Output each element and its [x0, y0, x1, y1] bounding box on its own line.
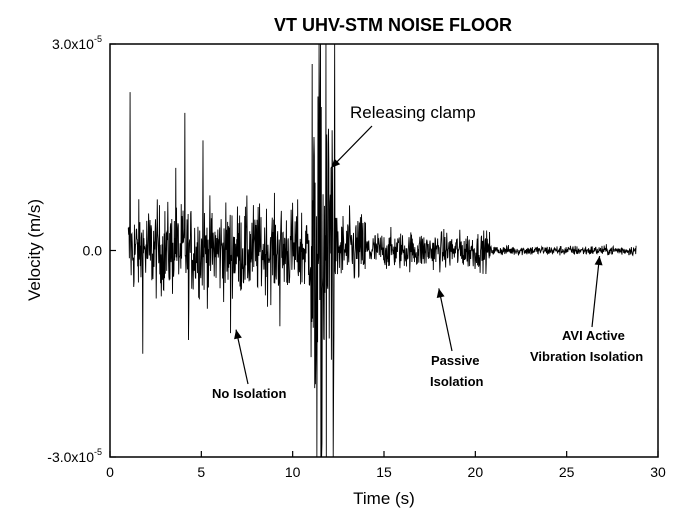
x-tick-label: 15	[376, 464, 392, 480]
annotation-arrow-line	[330, 125, 373, 169]
annotation-isolation: Isolation	[430, 374, 484, 389]
x-tick-label: 25	[559, 464, 575, 480]
y-tick-label: 3.0x10-5	[52, 34, 102, 52]
y-tick-label: -3.0x10-5	[47, 447, 102, 465]
annotation-layer: Releasing clamp No Isolation Passive Iso…	[212, 103, 643, 401]
x-tick-label: 5	[197, 464, 205, 480]
x-axis-label: Time (s)	[353, 489, 415, 508]
x-tick-label: 10	[285, 464, 301, 480]
x-tick-label: 30	[650, 464, 666, 480]
annotation-arrow-line	[438, 288, 453, 352]
data-layer	[127, 43, 637, 458]
y-tick-label: 0.0	[83, 243, 103, 259]
annotation-arrow-line	[591, 255, 601, 328]
annotation-passive: Passive	[431, 353, 479, 368]
annotation-vibration-isolation: Vibration Isolation	[530, 349, 643, 364]
annotation-releasing-clamp: Releasing clamp	[350, 103, 476, 122]
y-axis-label: Velocity (m/s)	[25, 199, 44, 301]
annotation-avi-active: AVI Active	[562, 328, 625, 343]
series-line	[127, 43, 637, 458]
annotation-no-isolation: No Isolation	[212, 386, 286, 401]
tick-layer: 0 5 10 15 20 25 30 3.0x10-5 0.0 -3.0x10-5	[47, 34, 666, 480]
annotation-arrowhead	[331, 158, 341, 168]
annotation-arrowhead	[594, 256, 603, 266]
annotation-arrowhead	[436, 288, 445, 298]
annotation-arrowhead	[234, 329, 242, 340]
x-tick-label: 20	[468, 464, 484, 480]
x-tick-label: 0	[106, 464, 114, 480]
annotation-arrow-line	[235, 329, 249, 385]
chart-title: VT UHV-STM NOISE FLOOR	[274, 15, 512, 35]
